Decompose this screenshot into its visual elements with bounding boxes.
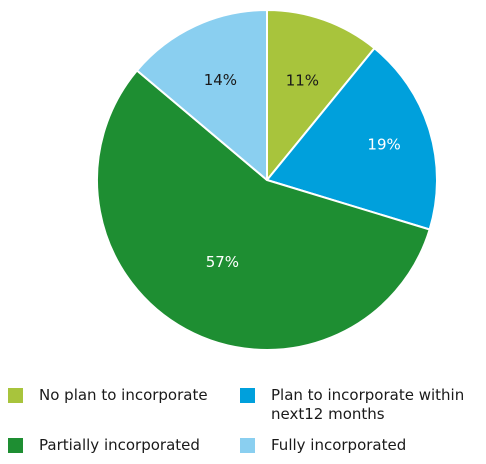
legend-swatch-no-plan bbox=[8, 388, 23, 403]
legend-swatch-partially bbox=[8, 438, 23, 453]
legend-item-fully: Fully incorporated bbox=[240, 436, 406, 455]
pie-slice-fully bbox=[135, 9, 268, 181]
legend-label-no-plan: No plan to incorporate bbox=[39, 386, 208, 404]
legend-item-no-plan: No plan to incorporate bbox=[8, 386, 208, 405]
pie-label-no-plan: 11% bbox=[286, 72, 319, 90]
pie-label-fully: 14% bbox=[204, 71, 237, 89]
pie-slice-no-plan bbox=[266, 9, 376, 181]
pie-slice-partially bbox=[96, 69, 431, 351]
legend-label-fully: Fully incorporated bbox=[271, 436, 407, 454]
legend-label-plan-line2: next12 months bbox=[271, 405, 385, 423]
legend-swatch-plan-12-months bbox=[240, 388, 255, 403]
pie-slice-plan-12-months bbox=[266, 47, 438, 231]
legend-label-plan-line1: Plan to incorporate within bbox=[271, 386, 465, 404]
legend-item-partially: Partially incorporated bbox=[8, 436, 200, 455]
pie-label-plan-12-months: 19% bbox=[367, 135, 400, 153]
legend-swatch-fully bbox=[240, 438, 255, 453]
legend-label-partially: Partially incorporated bbox=[39, 436, 200, 454]
legend-item-plan-12-months: Plan to incorporate within next12 months bbox=[240, 386, 464, 424]
pie-label-partially: 57% bbox=[206, 253, 239, 271]
legend-label-plan-12-months: Plan to incorporate within next12 months bbox=[271, 386, 464, 424]
